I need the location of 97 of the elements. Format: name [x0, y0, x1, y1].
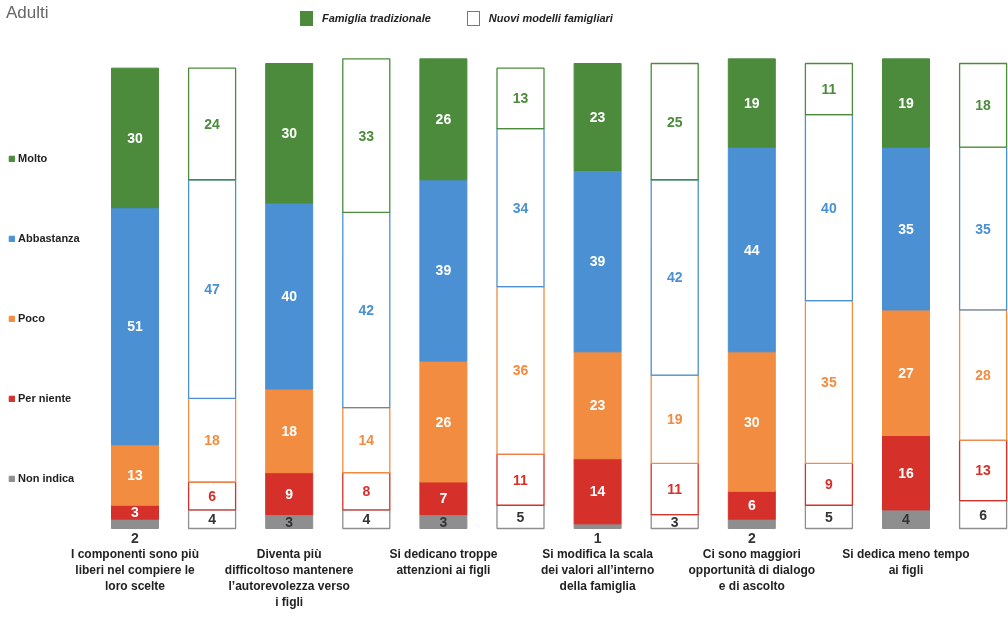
- text: Famiglia tradizionale: [322, 11, 431, 26]
- data-label: 2: [747, 529, 756, 546]
- bar: [419, 179, 468, 362]
- bar: [727, 58, 776, 148]
- bar: [882, 58, 930, 148]
- bar: [727, 146, 776, 353]
- text: Nuovi modelli famigliari: [488, 11, 613, 26]
- bar: [419, 481, 468, 516]
- data-label: 47: [204, 281, 221, 298]
- data-label: 30: [127, 129, 143, 146]
- data-label: 11: [513, 471, 529, 488]
- bar: [727, 490, 776, 520]
- legend-label: Per niente: [18, 391, 72, 406]
- bar: [573, 458, 622, 525]
- data-label: 4: [362, 511, 371, 528]
- bar: [882, 146, 930, 311]
- data-label: 9: [285, 485, 294, 502]
- bar: [265, 388, 314, 474]
- data-label: 39: [589, 253, 606, 270]
- data-label: 16: [898, 464, 914, 481]
- data-label: 2: [131, 529, 140, 546]
- x-tick-label: Si dedicano troppe attenzioni ai figli: [389, 546, 498, 577]
- data-label: 35: [975, 220, 992, 237]
- data-label: 30: [281, 125, 298, 142]
- data-label: 5: [825, 508, 834, 525]
- legend-label: Abbastanza: [18, 231, 80, 246]
- data-label: 11: [667, 480, 683, 497]
- x-tick-label: I componenti sono più liberi nel compiere le loro scelte: [71, 546, 199, 593]
- legend-label: Molto: [18, 151, 48, 166]
- data-label: 6: [747, 497, 756, 514]
- data-label: 6: [979, 506, 988, 523]
- bar: [573, 63, 622, 171]
- bar: [111, 444, 159, 506]
- data-label: 5: [516, 508, 525, 525]
- data-label: 35: [821, 374, 837, 391]
- data-label: 13: [512, 90, 529, 107]
- data-label: 19: [898, 95, 914, 112]
- data-label: 39: [435, 262, 452, 279]
- data-label: 3: [439, 513, 448, 530]
- data-label: 11: [821, 81, 837, 98]
- data-label: 14: [589, 483, 606, 500]
- data-label: 13: [975, 462, 992, 479]
- bar: [882, 435, 930, 511]
- data-label: 30: [744, 413, 760, 430]
- x-tick-label: Si modifica la scala dei valori all’interno della famiglia: [540, 546, 655, 593]
- data-label: 13: [127, 467, 143, 484]
- bar: [265, 472, 314, 516]
- data-label: 18: [204, 432, 221, 449]
- data-label: 19: [744, 95, 760, 112]
- data-label: 18: [975, 97, 992, 114]
- legend-label: Non indica: [18, 471, 75, 486]
- data-label: 36: [512, 362, 529, 379]
- bar: [111, 207, 159, 446]
- bar: [419, 58, 468, 181]
- legend-label: Poco: [18, 311, 45, 326]
- data-label: 3: [670, 513, 679, 530]
- data-label: 19: [666, 411, 683, 428]
- data-label: 42: [666, 269, 683, 286]
- data-label: 40: [821, 199, 837, 216]
- bar: [573, 169, 622, 353]
- bar: [265, 63, 314, 204]
- data-label: 8: [362, 483, 371, 500]
- data-label: 7: [439, 490, 448, 507]
- chart-title: Adulti: [6, 2, 49, 24]
- data-label: 3: [285, 513, 294, 530]
- data-label: 6: [208, 487, 217, 504]
- data-label: 18: [281, 422, 298, 439]
- data-label: 34: [512, 199, 529, 216]
- data-label: 27: [898, 364, 914, 381]
- x-tick-label: Si dedica meno tempo ai figli: [842, 546, 970, 577]
- data-label: 44: [744, 241, 760, 258]
- data-label: 40: [281, 288, 298, 304]
- data-label: 4: [208, 511, 217, 528]
- data-label: 42: [358, 301, 375, 318]
- data-label: 24: [204, 115, 221, 132]
- data-label: 26: [435, 111, 452, 128]
- bar: [573, 351, 622, 460]
- x-tick-label: Ci sono maggiori opportunità di dialogo e di ascolto: [688, 546, 816, 593]
- data-label: 35: [898, 220, 914, 237]
- data-label: 4: [902, 511, 911, 528]
- data-label: 23: [589, 397, 606, 414]
- bar: [882, 309, 930, 436]
- bar: [419, 360, 468, 483]
- data-label: 28: [975, 367, 992, 384]
- bar: [727, 351, 776, 492]
- data-label: 25: [666, 113, 683, 130]
- data-label: 23: [589, 108, 606, 125]
- data-label: 51: [127, 318, 143, 335]
- data-label: 3: [131, 504, 140, 521]
- data-label: 26: [435, 413, 452, 430]
- x-tick-label: Diventa più difficoltoso mantenere l’autorevolezza verso i figli: [224, 546, 354, 609]
- data-label: 33: [358, 127, 375, 144]
- data-label: 14: [358, 432, 375, 449]
- bar: [111, 67, 159, 209]
- data-label: 1: [593, 529, 602, 546]
- data-label: 9: [825, 476, 834, 493]
- bar: [265, 202, 314, 390]
